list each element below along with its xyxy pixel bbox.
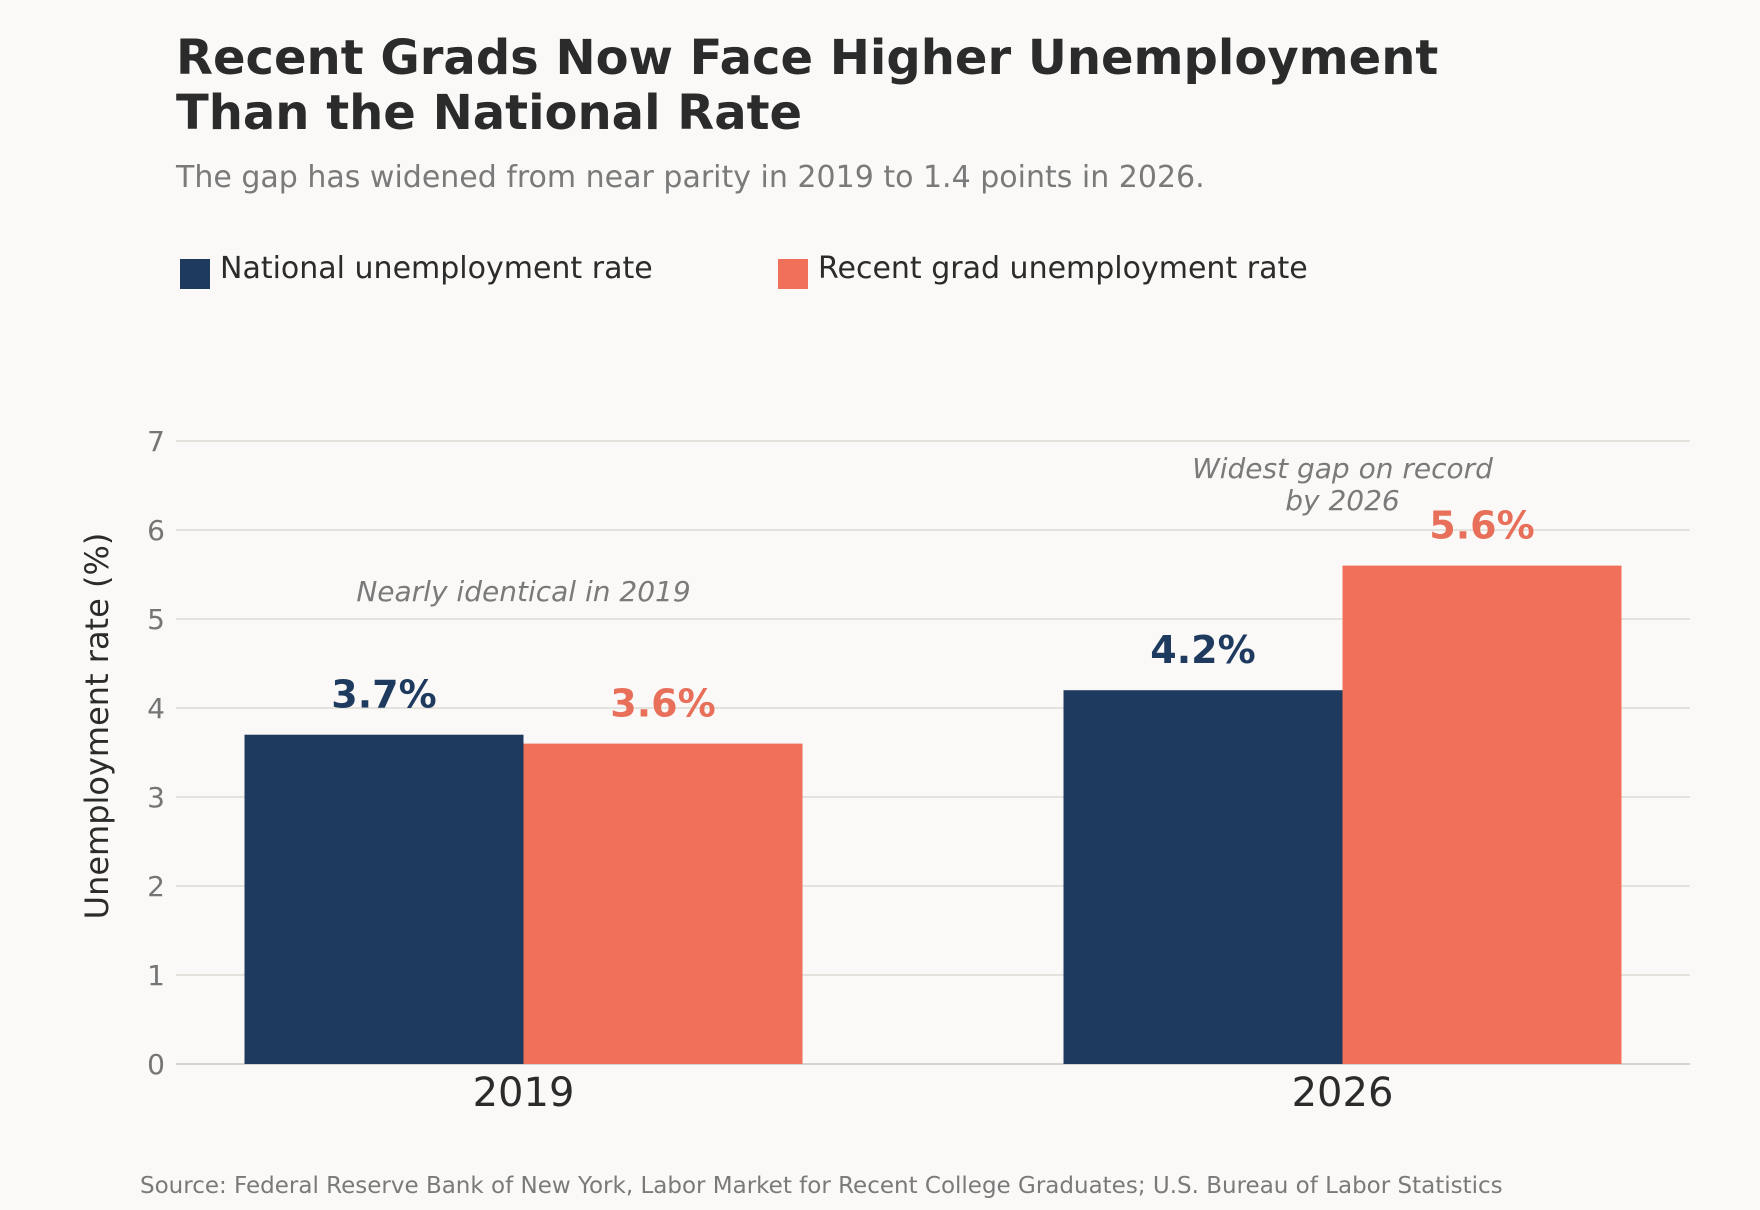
y-axis-label: Unemployment rate (%) (78, 533, 116, 920)
legend-swatch-national (180, 259, 210, 289)
legend-label-national: National unemployment rate (220, 251, 653, 286)
y-tick-label: 0 (147, 1048, 165, 1081)
bar-national-2019 (244, 734, 524, 1064)
bar-recent-grad-2019 (523, 743, 803, 1064)
chart-subtitle: The gap has widened from near parity in … (175, 160, 1205, 195)
y-tick-label: 4 (147, 692, 165, 725)
y-tick-label: 1 (147, 959, 165, 992)
legend-swatch-recent-grad (778, 259, 808, 289)
chart-title-line-2: Than the National Rate (176, 85, 802, 141)
legend: National unemployment rate Recent grad u… (180, 251, 1308, 289)
legend-label-recent-grad: Recent grad unemployment rate (818, 251, 1308, 286)
chart-title-line-1: Recent Grads Now Face Higher Unemploymen… (176, 30, 1438, 86)
x-category-label-2019: 2019 (473, 1070, 575, 1116)
data-labels: 3.7% 3.6% 4.2% 5.6% (331, 504, 1534, 726)
y-axis-ticks: 0 1 2 3 4 5 6 7 (147, 425, 165, 1081)
bar-national-2026 (1063, 690, 1343, 1064)
y-tick-label: 3 (147, 781, 165, 814)
bars (244, 565, 1622, 1064)
data-label-national-2019: 3.7% (331, 673, 436, 717)
annotation-2026-line-2: by 2026 (1285, 484, 1400, 517)
annotations: Nearly identical in 2019 Widest gap on re… (356, 452, 1493, 608)
x-axis-categories: 2019 2026 (473, 1070, 1394, 1116)
data-label-recent-grad-2026: 5.6% (1429, 504, 1534, 548)
y-tick-label: 7 (147, 425, 165, 458)
data-label-recent-grad-2019: 3.6% (610, 682, 715, 726)
y-tick-label: 5 (147, 603, 165, 636)
bar-recent-grad-2026 (1342, 565, 1622, 1064)
data-label-national-2026: 4.2% (1150, 628, 1255, 672)
y-tick-label: 2 (147, 870, 165, 903)
annotation-2019-line-1: Nearly identical in 2019 (356, 575, 690, 608)
source-note: Source: Federal Reserve Bank of New York… (140, 1173, 1503, 1199)
y-tick-label: 6 (147, 514, 165, 547)
x-category-label-2026: 2026 (1292, 1070, 1394, 1116)
annotation-2026-line-1: Widest gap on record (1192, 452, 1493, 485)
